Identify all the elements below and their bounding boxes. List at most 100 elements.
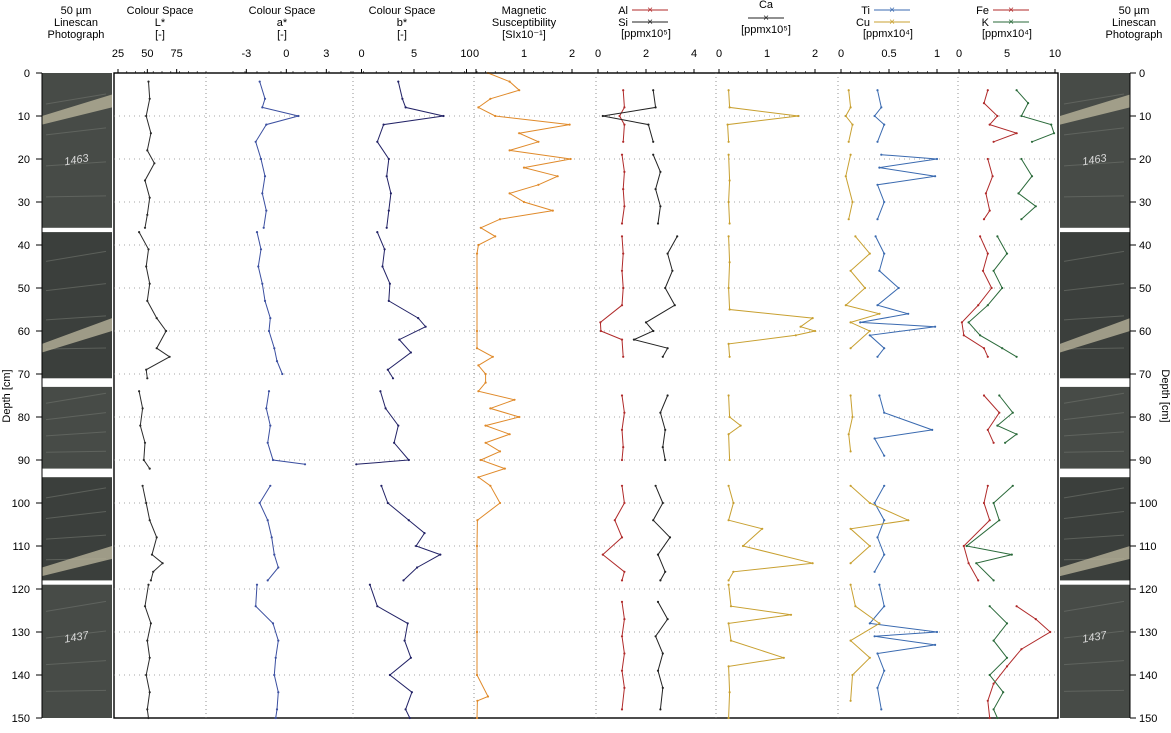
point-a-a*-1-5 — [269, 317, 272, 320]
point-ca-Ca-5-8 — [727, 716, 730, 720]
point-ca-Ca-2-2 — [727, 286, 730, 290]
point-ticu-Ti-1-4 — [876, 183, 879, 186]
point-alsi-Al-3-0 — [620, 394, 624, 397]
point-alsi-Al-2-7 — [620, 338, 624, 341]
point-a-a*-1-9 — [281, 372, 284, 376]
core-texture-right-3-0 — [1063, 487, 1125, 499]
point-L-L*-2-5 — [148, 467, 151, 470]
point-ticu-Cu-5-0 — [849, 583, 852, 586]
point-fek-K-0-5 — [1030, 140, 1034, 143]
depth-label-right-80: 80 — [1139, 412, 1151, 424]
point-a-a*-3-2 — [266, 519, 269, 522]
point-fek-K-5-3 — [1005, 656, 1009, 659]
point-fek-K-0-0 — [1015, 89, 1018, 92]
point-fek-Fe-0-1 — [982, 102, 986, 105]
point-fek-Fe-1-2 — [984, 192, 988, 195]
point-L-L*-0-6 — [143, 179, 147, 182]
point-ca-Ca-3-3 — [727, 433, 730, 436]
point-ticu-Cu-3-3 — [849, 450, 852, 453]
point-fek-Fe-3-3 — [992, 441, 995, 444]
core-texture-right-0-0 — [1063, 93, 1125, 105]
legend-label-ticu-Cu: Cu — [856, 17, 870, 29]
trace-L-L*-4 — [144, 584, 152, 719]
trace-a-a*-3 — [259, 485, 279, 581]
point-alsi-Si-0-3 — [647, 123, 650, 126]
point-fek-K-5-1 — [1005, 622, 1009, 625]
point-a-a*-1-7 — [273, 347, 276, 350]
point-ticu-Ti-4-2 — [883, 519, 886, 522]
legend-label-fek-K: K — [982, 17, 990, 29]
point-ms-Magnetic Susceptibility-0-5 — [494, 114, 497, 118]
point-ca-Ca-4-1 — [732, 501, 735, 505]
point-b-b*-0-5 — [376, 140, 379, 143]
point-fek-Fe-1-3 — [988, 209, 991, 212]
point-L-L*-1-7 — [155, 347, 158, 350]
point-ticu-Cu-1-3 — [847, 218, 850, 221]
point-alsi-Si-4-5 — [664, 570, 667, 573]
point-fek-Fe-5-2 — [1049, 630, 1052, 634]
point-ca-Ca-4-4 — [741, 544, 745, 548]
core-texture-left-2-3 — [45, 450, 107, 453]
point-alsi-Al-5-2 — [620, 635, 624, 638]
photo-annotation-left-1: 1437 — [63, 629, 90, 645]
point-ticu-Ti-1-3 — [934, 175, 937, 178]
point-fek-K-1-2 — [1017, 192, 1020, 195]
point-ms-Magnetic Susceptibility-0-19 — [494, 235, 497, 238]
point-a-a*-4-8 — [274, 716, 277, 720]
point-alsi-Si-3-3 — [661, 446, 664, 449]
legend-label-ca-Ca: Ca — [759, 0, 774, 11]
point-b-b*-0-1 — [401, 97, 404, 100]
point-ticu-Cu-4-1 — [868, 501, 871, 505]
point-a-a*-3-6 — [266, 579, 269, 582]
plot-frame — [113, 72, 1059, 719]
point-L-L*-3-6 — [152, 570, 155, 573]
point-ticu-Cu-0-4 — [847, 140, 850, 143]
photo-header-right-2: Photograph — [1106, 29, 1163, 41]
point-fek-Fe-5-3 — [1020, 648, 1023, 651]
point-L-L*-2-0 — [138, 390, 141, 393]
point-fek-Fe-5-5 — [992, 682, 995, 685]
point-L-L*-1-8 — [168, 355, 171, 358]
point-fek-Fe-0-3 — [988, 123, 991, 126]
point-b-b*-4-0 — [368, 583, 371, 586]
point-ticu-Ti-2-1 — [883, 252, 886, 255]
point-fek-K-0-1 — [1027, 102, 1030, 105]
trace-ms-Magnetic Susceptibility-0 — [476, 72, 571, 719]
point-ticu-Ti-2-2 — [878, 269, 881, 272]
photo-annotation-right-0: 1463 — [1081, 152, 1108, 168]
depth-label-left-90: 90 — [18, 455, 30, 467]
depth-label-right-60: 60 — [1139, 326, 1151, 338]
point-alsi-Si-1-4 — [656, 222, 660, 225]
photo-header-right-0: 50 µm — [1119, 5, 1150, 17]
point-ms-Magnetic Susceptibility-0-3 — [489, 97, 492, 100]
point-alsi-Al-2-5 — [599, 321, 602, 324]
point-fek-Fe-2-8 — [986, 355, 989, 358]
point-L-L*-0-5 — [153, 162, 156, 165]
point-ms-Magnetic Susceptibility-0-10 — [569, 157, 572, 161]
point-ticu-Cu-5-4 — [868, 656, 871, 659]
point-b-b*-1-8 — [409, 351, 412, 354]
depth-label-left-40: 40 — [18, 240, 30, 252]
point-b-b*-3-7 — [402, 579, 405, 582]
point-b-b*-0-0 — [397, 80, 400, 83]
point-alsi-Si-0-4 — [652, 140, 655, 143]
point-fek-Fe-2-7 — [982, 347, 986, 350]
point-L-L*-0-0 — [147, 80, 150, 83]
point-ms-Magnetic Susceptibility-0-34 — [508, 433, 511, 436]
point-L-L*-0-4 — [146, 149, 149, 152]
point-ca-Ca-1-0 — [727, 153, 730, 156]
depth-label-right-140: 140 — [1139, 670, 1157, 682]
point-ticu-Cu-0-0 — [847, 89, 850, 92]
legend-marker-ca-Ca: × — [763, 13, 769, 24]
panel-title-b-0: Colour Space — [369, 5, 436, 17]
point-ca-Ca-1-2 — [727, 200, 730, 204]
core-texture-left-1-0 — [45, 250, 107, 262]
depth-label-right-30: 30 — [1139, 197, 1151, 209]
point-ca-Ca-5-4 — [729, 639, 733, 642]
point-ticu-Cu-2-2 — [849, 269, 852, 272]
point-fek-K-5-0 — [988, 605, 991, 608]
point-alsi-Al-0-0 — [622, 89, 625, 92]
point-ticu-Cu-5-5 — [851, 673, 854, 677]
point-fek-Fe-3-2 — [986, 428, 989, 431]
